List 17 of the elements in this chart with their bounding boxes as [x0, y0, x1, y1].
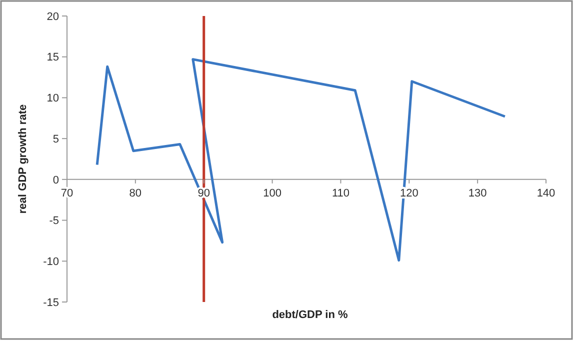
y-tick-label: -5 [49, 215, 59, 228]
y-tick-label: 20 [46, 10, 59, 23]
x-tick-label: 80 [129, 187, 142, 200]
x-axis-title: debt/GDP in % [272, 309, 348, 321]
x-tick-label: 130 [468, 187, 487, 200]
x-tick-label: 140 [536, 187, 556, 200]
y-tick-label: 15 [46, 52, 59, 64]
x-tick-label: 70 [60, 187, 74, 200]
y-tick-label: -10 [43, 256, 59, 268]
y-tick-label: 10 [46, 92, 59, 105]
x-tick-label: 100 [263, 187, 282, 200]
y-axis-title: real GDP growth rate [17, 104, 29, 214]
x-tick-label: 110 [332, 187, 350, 200]
y-tick-label: -15 [43, 296, 59, 309]
y-tick-label: 5 [52, 133, 59, 146]
line-series [96, 58, 506, 262]
y-tick-label: 0 [52, 174, 59, 186]
